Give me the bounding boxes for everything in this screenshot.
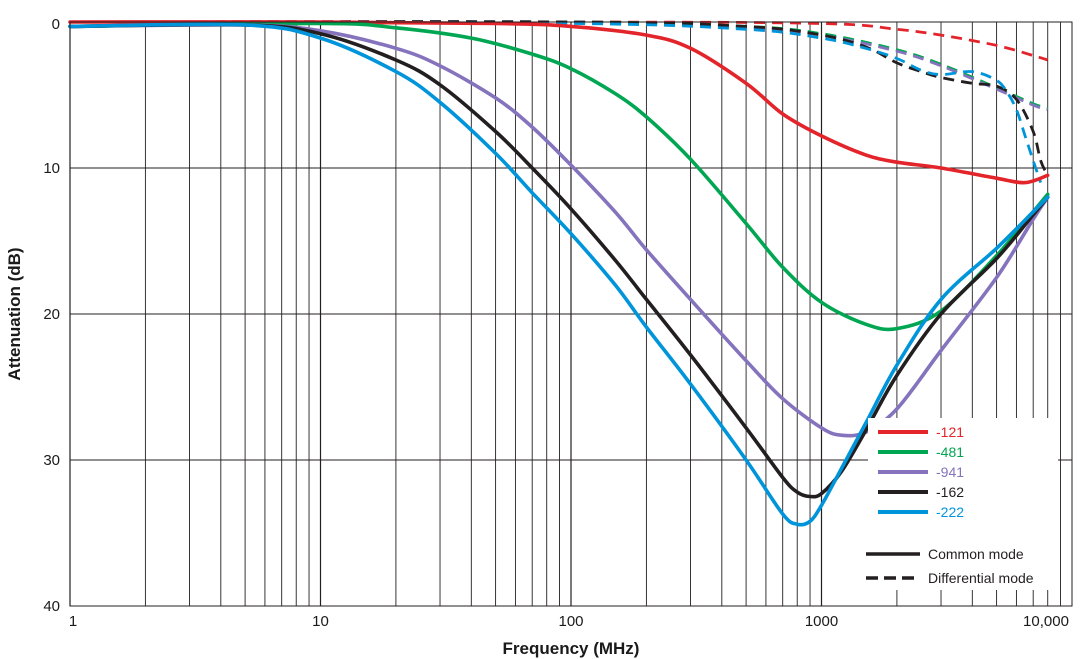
y-tick-label: 30 (43, 452, 60, 469)
legend-label: -481 (936, 444, 964, 460)
series-common-minus-222 (68, 22, 1050, 527)
x-tick-label: 10,000 (1023, 613, 1069, 630)
series-differential-minus-121 (69, 20, 1049, 62)
legend-style-label: Common mode (928, 546, 1024, 562)
legend-label: -222 (936, 504, 964, 520)
y-axis-title: Attenuation (dB) (5, 247, 24, 380)
legend-style-label: Differential mode (928, 570, 1034, 586)
x-axis-title: Frequency (MHz) (503, 639, 640, 658)
series-common-minus-121 (68, 20, 1050, 185)
legend-background (868, 418, 1058, 590)
plot-frame (69, 21, 1073, 607)
legend: -121 -481 -941 -162 -222 Common mode Different… (866, 418, 1058, 590)
legend-label: -941 (936, 464, 964, 480)
y-tick-label: 0 (52, 16, 60, 33)
series-differential-minus-222 (69, 20, 1043, 184)
y-tick-label: 40 (43, 598, 60, 615)
legend-label: -162 (936, 484, 964, 500)
series-common-minus-162 (68, 22, 1050, 499)
x-tick-labels: 1 10 100 1000 10,000 (69, 613, 1069, 630)
series-common-minus-941 (68, 22, 1050, 438)
x-tick-label: 10 (312, 613, 329, 630)
x-tick-label: 1000 (805, 613, 838, 630)
legend-label: -121 (936, 424, 964, 440)
x-tick-label: 100 (558, 613, 583, 630)
series-differential-minus-162 (69, 20, 1049, 176)
y-tick-labels: 0 10 20 30 40 (43, 16, 60, 615)
series-common-minus-481 (68, 21, 1050, 332)
y-tick-label: 20 (43, 306, 60, 323)
y-tick-label: 10 (43, 160, 60, 177)
x-tick-label: 1 (69, 613, 77, 630)
